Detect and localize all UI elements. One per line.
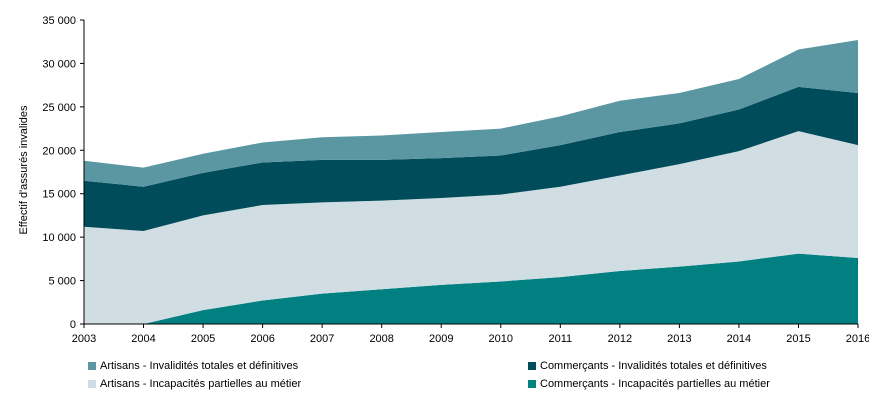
y-tick-label: 10 000 bbox=[42, 232, 76, 244]
legend-label: Commerçants - Incapacités partielles au … bbox=[540, 378, 770, 390]
x-tick-label: 2007 bbox=[310, 333, 334, 345]
legend-item: Artisans - Invalidités totales et défini… bbox=[88, 360, 298, 372]
area-series-2 bbox=[84, 86, 858, 232]
area-series-1 bbox=[84, 131, 858, 324]
x-tick-label: 2010 bbox=[489, 333, 513, 345]
x-tick-label: 2009 bbox=[429, 333, 453, 345]
legend-item: Commerçants - Invalidités totales et déf… bbox=[528, 360, 767, 372]
x-tick-label: 2005 bbox=[191, 333, 215, 345]
legend-swatch bbox=[528, 362, 536, 370]
chart-legend: Artisans - Invalidités totales et défini… bbox=[88, 360, 848, 390]
legend-swatch bbox=[528, 380, 536, 388]
legend-label: Commerçants - Invalidités totales et déf… bbox=[540, 360, 767, 372]
x-tick-label: 2004 bbox=[131, 333, 155, 345]
x-tick-label: 2008 bbox=[369, 333, 393, 345]
y-axis-title: Effectif d'assurés invalides bbox=[18, 105, 30, 235]
x-tick-label: 2016 bbox=[846, 333, 869, 345]
y-tick-label: 20 000 bbox=[42, 145, 76, 157]
area-series-0 bbox=[84, 253, 858, 324]
y-tick-label: 5 000 bbox=[48, 276, 76, 288]
area-series-3 bbox=[84, 39, 858, 187]
x-tick-label: 2006 bbox=[250, 333, 274, 345]
y-tick-label: 0 bbox=[70, 319, 76, 331]
legend-swatch bbox=[88, 362, 96, 370]
legend-swatch bbox=[88, 380, 96, 388]
axes-group bbox=[83, 20, 858, 325]
x-tick-label: 2013 bbox=[667, 333, 691, 345]
y-tick-label: 25 000 bbox=[42, 102, 76, 114]
legend-label: Artisans - Incapacités partielles au mét… bbox=[100, 378, 302, 390]
x-tick-label: 2012 bbox=[608, 333, 632, 345]
legend-item: Commerçants - Incapacités partielles au … bbox=[528, 378, 770, 390]
x-tick-label: 2014 bbox=[727, 333, 751, 345]
legend-label: Artisans - Invalidités totales et défini… bbox=[100, 360, 299, 372]
y-tick-label: 15 000 bbox=[42, 189, 76, 201]
y-tick-labels: 0 5 000 10 000 15 000 20 000 25 000 30 000 35 0… bbox=[42, 15, 84, 331]
x-tick-label: 2015 bbox=[786, 333, 810, 345]
y-tick-label: 30 000 bbox=[42, 58, 76, 70]
y-tick-label: 35 000 bbox=[42, 15, 76, 27]
x-tick-label: 2003 bbox=[72, 333, 96, 345]
area-series-group bbox=[84, 39, 858, 324]
legend-item: Artisans - Incapacités partielles au mét… bbox=[88, 378, 301, 390]
x-tick-label: 2011 bbox=[548, 333, 572, 345]
x-tick-labels: 2003 2004 2005 2006 2007 2008 2009 2010 2011 2012… bbox=[72, 324, 869, 345]
